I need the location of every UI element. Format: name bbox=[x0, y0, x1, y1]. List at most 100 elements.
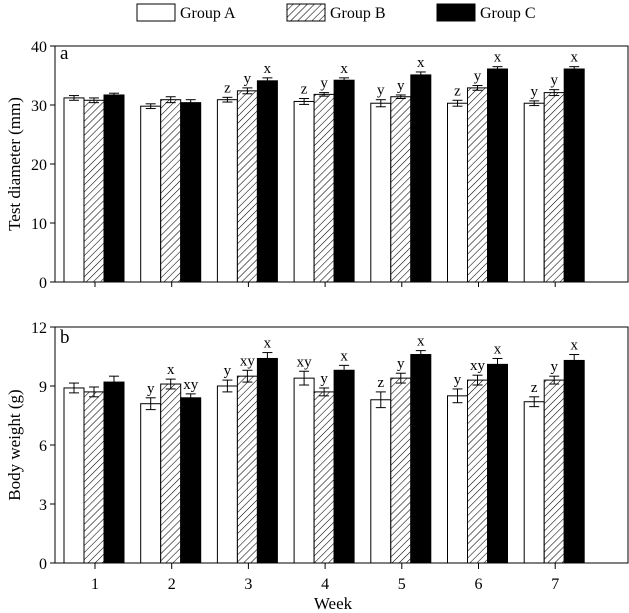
panel-b-y-tick-label: 12 bbox=[31, 320, 47, 337]
panel-a-bar-group-b bbox=[83, 99, 105, 283]
panel-b-label: b bbox=[60, 327, 70, 348]
panel-b-bar-group-a bbox=[293, 377, 315, 564]
panel-a-bar-group-a bbox=[447, 102, 468, 283]
panel-a-y-tick-label: 0 bbox=[39, 275, 47, 292]
panel-b-bar-group-b bbox=[236, 375, 258, 564]
legend-swatch-group-b bbox=[286, 3, 326, 22]
panel-b-significance-letter: y bbox=[550, 359, 558, 375]
panel-b-x-tick-label: 7 bbox=[551, 576, 559, 593]
panel-a-y-tick-label: 20 bbox=[31, 157, 47, 174]
panel-b-significance-letter: y bbox=[397, 356, 405, 372]
panel-b-significance-letter: x bbox=[570, 338, 578, 354]
panel-b-significance-letter: x bbox=[167, 362, 175, 378]
panel-b-bar-group-c bbox=[410, 354, 432, 564]
panel-b-x-tick-label: 5 bbox=[398, 576, 406, 593]
panel-a-bar-group-c bbox=[103, 94, 125, 283]
panel-a-bar-group-a bbox=[370, 102, 392, 283]
x-axis-title: Week bbox=[314, 594, 353, 613]
panel-b-bar-group-c bbox=[487, 363, 508, 564]
panel-a-y-tick-label: 10 bbox=[31, 216, 47, 233]
panel-a-significance-letter: y bbox=[530, 84, 538, 100]
panel-a-significance-letter: y bbox=[474, 69, 482, 85]
panel-b-bar-group-a bbox=[63, 387, 85, 564]
panel-b-significance-letter: y bbox=[454, 372, 462, 388]
panel-b-y-tick-label: 9 bbox=[39, 379, 47, 396]
panel-b-x-tick-label: 3 bbox=[244, 576, 252, 593]
panel-b-significance-letter: xy bbox=[240, 353, 256, 369]
panel-a-bar-group-a bbox=[140, 105, 162, 283]
panel-b-bar-group-b bbox=[160, 383, 182, 564]
panel-a-bar-group-a bbox=[293, 100, 315, 283]
panel-b-y-axis-title: Body weight (g) bbox=[5, 389, 24, 500]
panel-b-bar-group-b bbox=[313, 391, 335, 564]
panel-b-significance-letter: xy bbox=[297, 354, 313, 370]
legend-label-group-b: Group B bbox=[330, 5, 386, 22]
panel-b-x-tick-label: 1 bbox=[91, 576, 99, 593]
panel-a-significance-letter: x bbox=[494, 50, 502, 66]
panel-b-bar-group-a bbox=[140, 403, 162, 564]
panel-a-bar-group-c bbox=[256, 80, 278, 283]
panel-a-significance-letter: y bbox=[320, 76, 328, 92]
panel-b-bar-group-b bbox=[83, 391, 105, 564]
panel-a-bar-group-a bbox=[523, 102, 545, 283]
legend-label-group-c: Group C bbox=[480, 5, 536, 22]
panel-a-bar-group-b bbox=[160, 99, 182, 283]
panel-b-bar-group-a bbox=[523, 401, 545, 564]
panel-b-bar-group-c bbox=[103, 381, 125, 564]
panel-b-bar-group-c bbox=[563, 359, 585, 564]
panel-b-y-tick-label: 0 bbox=[39, 556, 47, 573]
panel-b-y-tick-label: 6 bbox=[39, 438, 47, 455]
panel-a-bar-group-b bbox=[467, 87, 488, 283]
panel-a-significance-letter: x bbox=[264, 61, 272, 77]
panel-a-bar-group-c bbox=[333, 79, 355, 283]
panel-b-bar-group-b bbox=[543, 379, 565, 564]
panel-a-bar-group-a bbox=[63, 97, 85, 283]
panel-b-bar-group-a bbox=[370, 399, 392, 564]
panel-b-significance-letter: y bbox=[320, 371, 328, 387]
panel-a-bar-group-c bbox=[563, 68, 585, 283]
panel-b-significance-letter: x bbox=[417, 334, 425, 350]
panel-a-significance-letter: z bbox=[301, 82, 308, 98]
legend-swatch-group-a bbox=[136, 3, 176, 22]
panel-a-significance-letter: z bbox=[224, 80, 231, 96]
panel-b-x-tick-label: 6 bbox=[475, 576, 483, 593]
panel-a-y-tick-label: 30 bbox=[31, 98, 47, 115]
panel-b-bar-group-b bbox=[390, 377, 412, 564]
panel-a-bar-group-c bbox=[487, 68, 508, 283]
panel-a-bar-group-c bbox=[410, 74, 432, 283]
panel-b-bar-group-a bbox=[447, 395, 468, 564]
panel-b-significance-letter: xy bbox=[183, 377, 199, 393]
panel-b-significance-letter: z bbox=[531, 380, 538, 396]
panel-b-bar-group-b bbox=[467, 379, 488, 564]
panel-b-bar-group-c bbox=[180, 397, 202, 564]
panel-b-significance-letter: x bbox=[264, 336, 272, 352]
legend: Group A Group B Group C bbox=[136, 3, 536, 22]
panel-a-significance-letter: z bbox=[454, 83, 461, 99]
panel-a-bar-group-a bbox=[216, 99, 238, 283]
panel-b-x-tick-label: 4 bbox=[321, 576, 329, 593]
legend-swatch-group-c bbox=[436, 3, 476, 22]
panel-a-significance-letter: y bbox=[397, 78, 405, 94]
legend-label-group-a: Group A bbox=[180, 5, 236, 22]
panel-a-bar-group-b bbox=[390, 96, 412, 283]
panel-a-bar-group-b bbox=[543, 92, 565, 283]
panel-a-bar-group-c bbox=[180, 102, 202, 283]
panel-b-significance-letter: y bbox=[224, 363, 232, 379]
panel-b-bar-group-a bbox=[216, 385, 238, 564]
panel-b-x-tick-label: 2 bbox=[168, 576, 176, 593]
panel-a-bar-group-b bbox=[236, 90, 258, 283]
panel-b-significance-letter: z bbox=[377, 375, 384, 391]
panel-b-bar-group-c bbox=[256, 357, 278, 564]
panel-a-significance-letter: y bbox=[244, 71, 252, 87]
panel-a-significance-letter: x bbox=[570, 50, 578, 66]
panel-b-bar-group-c bbox=[333, 369, 355, 564]
panel-b-significance-letter: xy bbox=[470, 358, 486, 374]
panel-a-y-tick-label: 40 bbox=[31, 39, 47, 56]
panel-b-y-tick-label: 3 bbox=[39, 497, 47, 514]
panel-a-label: a bbox=[60, 43, 69, 64]
panel-b-significance-letter: x bbox=[340, 348, 348, 364]
